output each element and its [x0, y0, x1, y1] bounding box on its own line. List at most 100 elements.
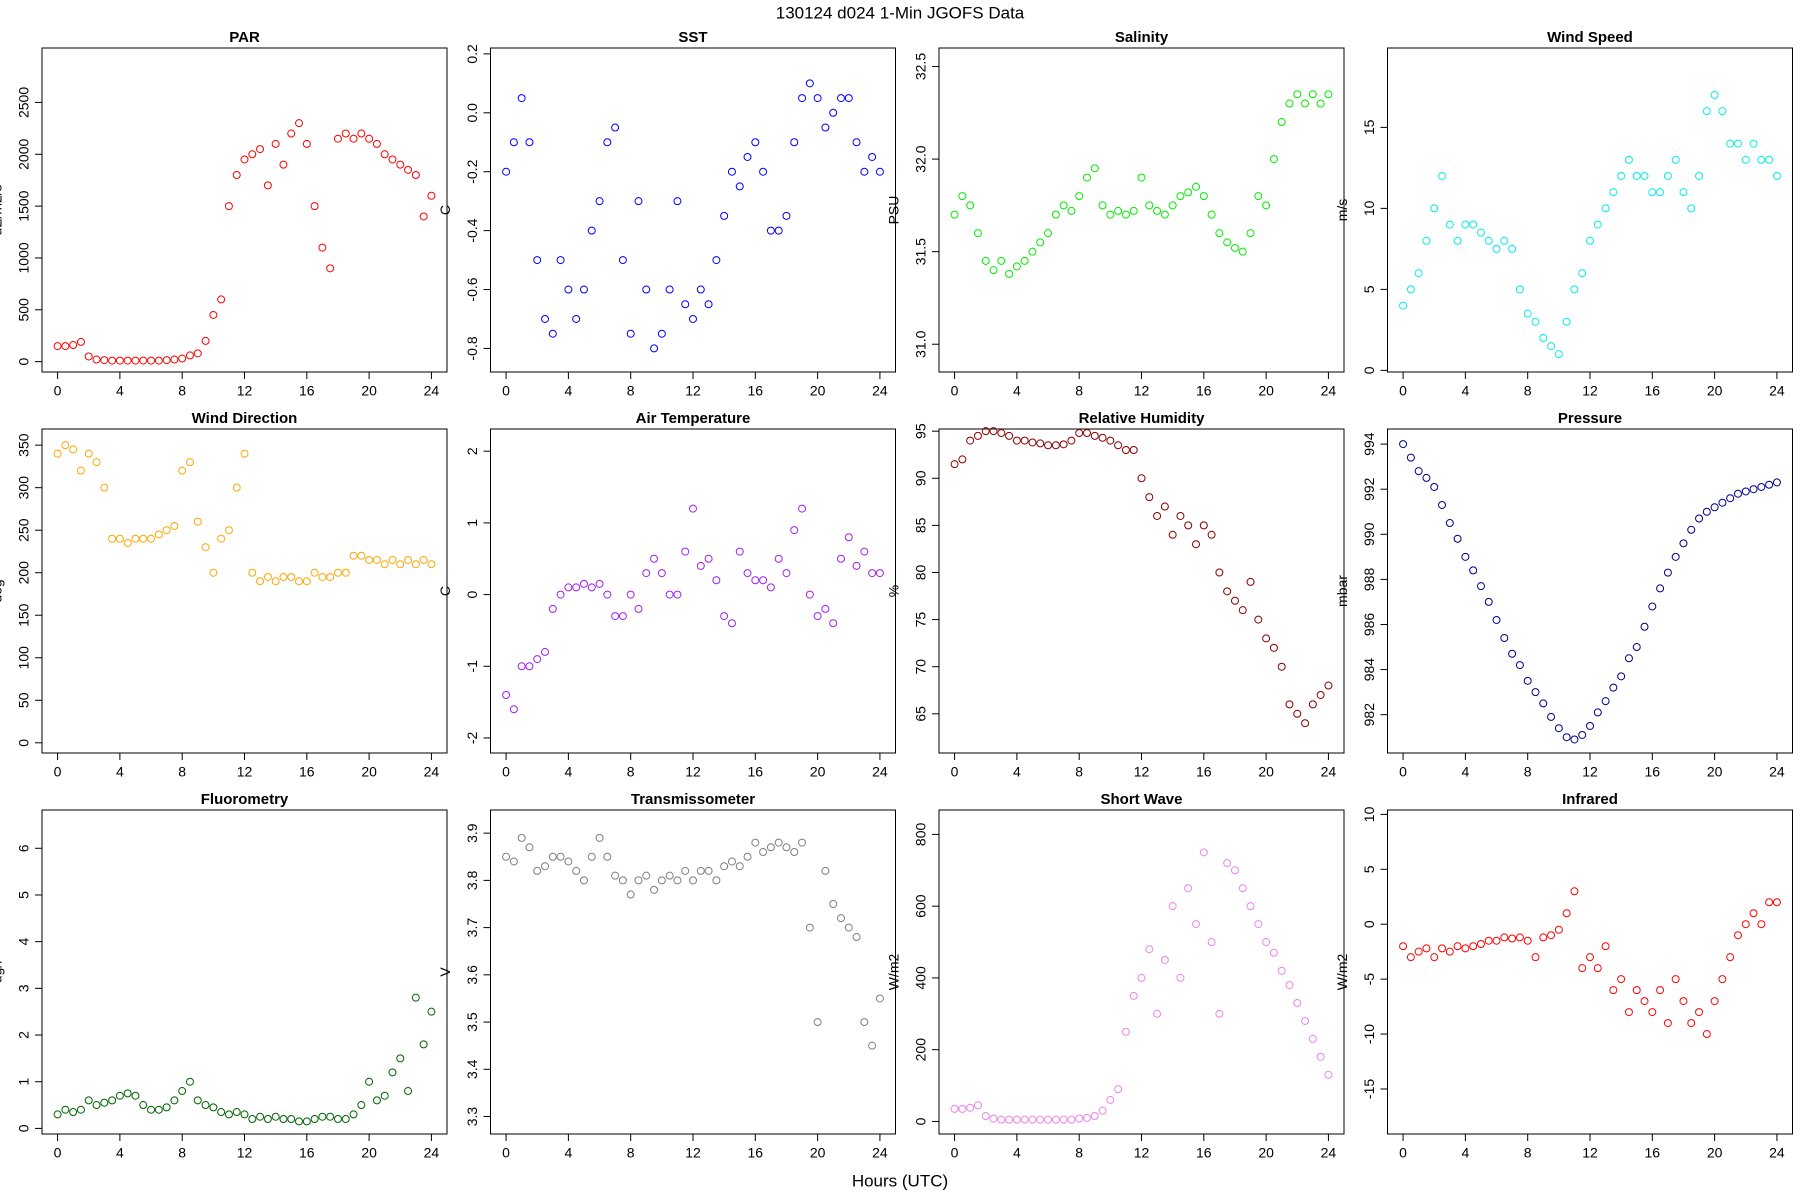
data-point	[860, 167, 869, 176]
x-tick-label: 16	[1645, 1145, 1661, 1161]
data-point	[1445, 947, 1454, 956]
data-point	[1028, 438, 1037, 447]
data-point	[958, 192, 967, 201]
data-point	[201, 543, 210, 552]
x-tick-label: 20	[361, 1145, 377, 1161]
data-point	[1765, 480, 1774, 489]
data-point	[704, 866, 713, 875]
data-point	[318, 243, 327, 252]
data-point	[1695, 514, 1704, 523]
data-point	[533, 256, 542, 265]
data-point	[1082, 429, 1091, 438]
data-point	[1617, 171, 1626, 180]
data-point	[1632, 171, 1641, 180]
data-point	[318, 1112, 327, 1121]
data-point	[411, 171, 420, 180]
data-point	[271, 577, 280, 586]
data-point	[1121, 1027, 1130, 1036]
data-point	[1741, 920, 1750, 929]
data-point	[502, 852, 511, 861]
data-point	[751, 838, 760, 847]
data-point	[139, 356, 148, 365]
x-tick-label: 4	[116, 383, 124, 399]
data-point	[868, 1041, 877, 1050]
data-point	[1492, 244, 1501, 253]
data-point	[1059, 440, 1068, 449]
panel-title: PAR	[229, 29, 260, 46]
data-point	[1640, 997, 1649, 1006]
x-tick-label: 24	[424, 1145, 440, 1161]
data-point	[108, 356, 117, 365]
data-point	[782, 211, 791, 220]
x-tick-label: 0	[1399, 383, 1407, 399]
data-point	[1285, 981, 1294, 990]
data-point	[1145, 945, 1154, 954]
data-point	[1469, 220, 1478, 229]
x-tick-label: 16	[299, 1145, 315, 1161]
x-tick-label: 0	[951, 764, 959, 780]
data-point	[1438, 944, 1447, 953]
data-point	[1671, 552, 1680, 561]
data-point	[1453, 942, 1462, 951]
x-tick-label: 16	[1196, 383, 1212, 399]
data-point	[1422, 944, 1431, 953]
data-point	[958, 455, 967, 464]
data-point	[774, 554, 783, 563]
data-point	[1671, 975, 1680, 984]
data-point	[1617, 672, 1626, 681]
data-point	[1020, 1115, 1029, 1124]
data-point	[1578, 730, 1587, 739]
y-tick-label: 0	[1361, 366, 1377, 374]
y-tick-label: -0.6	[464, 277, 480, 301]
data-point	[1624, 1008, 1633, 1017]
panel: SST C 0 4 8 12 16 20 24 -0.8 -0.6 -0.4 -0.2 0.0 0.2	[437, 29, 896, 399]
data-point	[1414, 467, 1423, 476]
data-point	[1461, 220, 1470, 229]
data-point	[1036, 439, 1045, 448]
data-point	[502, 690, 511, 699]
x-tick-label: 16	[1645, 764, 1661, 780]
data-point	[1438, 500, 1447, 509]
data-point	[1293, 999, 1302, 1008]
data-point	[1640, 622, 1649, 631]
data-point	[1044, 229, 1053, 238]
data-point	[1679, 188, 1688, 197]
data-point	[665, 590, 674, 599]
data-point	[1114, 206, 1123, 215]
plot-frame	[41, 809, 448, 1135]
data-point	[53, 1110, 62, 1119]
data-point	[981, 427, 990, 436]
data-point	[1749, 909, 1758, 918]
data-point	[813, 94, 822, 103]
data-point	[689, 314, 697, 323]
y-tick-label: -1	[464, 660, 480, 673]
data-point	[1246, 229, 1255, 238]
data-point	[657, 876, 666, 885]
data-point	[1020, 436, 1029, 445]
data-point	[1293, 90, 1302, 99]
y-axis-label: ug/l	[0, 961, 5, 984]
y-tick-label: 80	[913, 564, 929, 580]
y-axis-label: uE/m2/s	[0, 184, 5, 235]
data-point	[1269, 155, 1278, 164]
data-point	[302, 1117, 311, 1126]
data-point	[1192, 920, 1201, 929]
data-point	[1562, 909, 1571, 918]
data-point	[1757, 920, 1766, 929]
y-tick-label: 988	[1361, 567, 1377, 591]
data-point	[1656, 986, 1665, 995]
data-point	[829, 899, 838, 908]
data-point	[1168, 530, 1177, 539]
data-point	[209, 568, 218, 577]
x-tick-label: 0	[502, 383, 510, 399]
data-point	[1184, 884, 1193, 893]
panel: Wind Direction deg 0 4 8 12 16 20 24 0 50 100 150 200…	[0, 410, 448, 780]
panel-title: Transmissometer	[631, 791, 755, 808]
data-point	[1624, 654, 1633, 663]
data-point	[1238, 247, 1247, 256]
data-point	[69, 341, 78, 350]
data-point	[419, 555, 428, 564]
panel: PAR uE/m2/s 0 4 8 12 16 20 24 0 500 1000 1500 2000 250…	[0, 29, 448, 399]
panel-title: Air Temperature	[636, 410, 751, 427]
